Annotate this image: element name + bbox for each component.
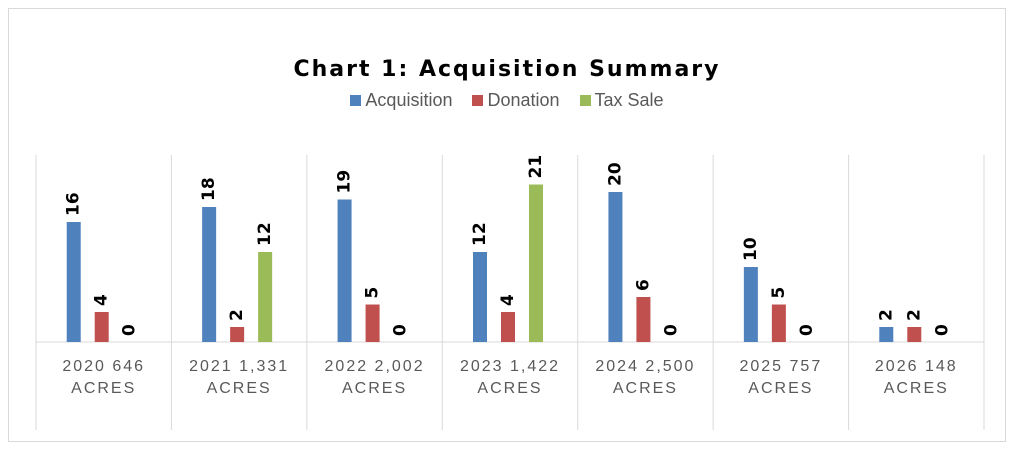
data-label: 0 — [932, 324, 952, 336]
data-label: 20 — [605, 162, 625, 186]
x-tick-label: 2021 1,331 ACRES — [189, 358, 290, 397]
data-label: 0 — [391, 324, 411, 336]
x-tick-label: 2022 2,002 ACRES — [324, 358, 425, 397]
data-label: 16 — [64, 192, 84, 216]
data-label: 2 — [876, 309, 896, 321]
data-label: 21 — [526, 155, 546, 179]
bar — [202, 207, 217, 342]
legend-item: Donation — [472, 90, 560, 111]
x-tick-label: 2020 646 ACRES — [62, 358, 146, 397]
data-label: 4 — [498, 294, 518, 306]
data-label: 2 — [227, 309, 247, 321]
chart-frame — [8, 8, 1006, 442]
data-label: 0 — [797, 324, 817, 336]
data-label: 12 — [255, 222, 275, 246]
data-label: 4 — [92, 294, 112, 306]
legend-swatch — [472, 95, 484, 106]
bar — [501, 312, 515, 342]
legend-label: Donation — [487, 90, 560, 110]
bar — [473, 252, 487, 342]
bar — [529, 184, 543, 342]
x-tick-label: 2023 1,422 ACRES — [459, 358, 561, 397]
bar — [66, 222, 81, 342]
data-label: 19 — [335, 170, 355, 194]
data-label: 0 — [661, 324, 681, 336]
bar — [608, 192, 623, 342]
data-label: 5 — [769, 287, 789, 299]
legend-item: Tax Sale — [579, 90, 664, 111]
data-label: 0 — [120, 324, 140, 336]
legend-item: Acquisition — [350, 90, 452, 111]
x-tick-label: 2026 148 ACRES — [874, 358, 958, 397]
legend-label: Tax Sale — [594, 90, 664, 110]
legend-swatch — [350, 95, 362, 106]
data-label: 6 — [633, 279, 653, 291]
bar — [365, 304, 380, 342]
bar — [258, 252, 273, 342]
data-label: 12 — [470, 222, 490, 246]
bar — [94, 312, 109, 342]
data-label: 10 — [741, 237, 761, 261]
x-tick-label: 2025 757 ACRES — [739, 358, 823, 397]
data-label: 2 — [904, 309, 924, 321]
x-tick-label: 2024 2,500 ACRES — [595, 358, 696, 397]
bar — [337, 199, 352, 342]
data-label: 18 — [199, 177, 219, 201]
chart-title: Chart 1: Acquisition Summary — [294, 57, 721, 82]
bar — [879, 327, 894, 342]
bar — [771, 304, 786, 342]
legend-swatch — [579, 95, 591, 106]
bar — [907, 327, 922, 342]
data-label: 5 — [363, 287, 383, 299]
bar — [743, 267, 758, 342]
legend: Acquisition Donation Tax Sale — [0, 90, 1014, 111]
bar — [636, 297, 651, 342]
bar — [230, 327, 245, 342]
legend-label: Acquisition — [365, 90, 453, 110]
